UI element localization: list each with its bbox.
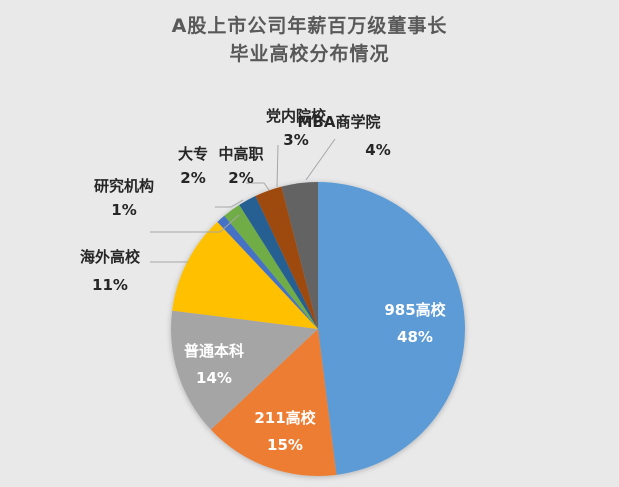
pie-slice-8 bbox=[255, 186, 318, 329]
label-junior-name: 大专 bbox=[178, 145, 208, 163]
pie-slice-9 bbox=[281, 182, 318, 329]
label-party-name: 党内院校 bbox=[266, 107, 327, 125]
label-985-name: 985高校 bbox=[384, 301, 446, 319]
label-regular-pct: 14% bbox=[196, 369, 232, 387]
label-research-pct: 1% bbox=[111, 201, 136, 219]
label-mba-pct: 4% bbox=[365, 141, 390, 159]
pie-slice-6 bbox=[224, 204, 318, 329]
label-party-pct: 3% bbox=[283, 131, 308, 149]
label-211-name: 211高校 bbox=[254, 409, 316, 427]
label-overseas-pct: 11% bbox=[92, 276, 128, 294]
label-overseas-name: 海外高校 bbox=[80, 248, 141, 266]
label-211-pct: 15% bbox=[267, 436, 303, 454]
label-vocational-pct: 2% bbox=[228, 169, 253, 187]
pie-slice-2 bbox=[210, 329, 337, 476]
pie-slice-3 bbox=[171, 310, 318, 430]
pie-slice-1 bbox=[318, 182, 465, 475]
chart-title: A股上市公司年薪百万级董事长 毕业高校分布情况 bbox=[0, 12, 619, 68]
label-vocational-name: 中高职 bbox=[218, 145, 263, 163]
label-regular-name: 普通本科 bbox=[184, 342, 244, 360]
label-research-name: 研究机构 bbox=[94, 177, 154, 195]
pie-slices bbox=[171, 182, 465, 476]
pie-slice-7 bbox=[239, 195, 318, 329]
chart-title-line1: A股上市公司年薪百万级董事长 bbox=[171, 15, 448, 37]
chart-title-line2: 毕业高校分布情况 bbox=[229, 43, 390, 65]
label-985-pct: 48% bbox=[397, 328, 433, 346]
label-junior-pct: 2% bbox=[180, 169, 205, 187]
leader-lines bbox=[150, 138, 336, 263]
label-mba-name: MBA商学院 bbox=[298, 113, 381, 131]
pie-slice-4 bbox=[172, 221, 318, 329]
pie-slice-5 bbox=[217, 215, 318, 329]
